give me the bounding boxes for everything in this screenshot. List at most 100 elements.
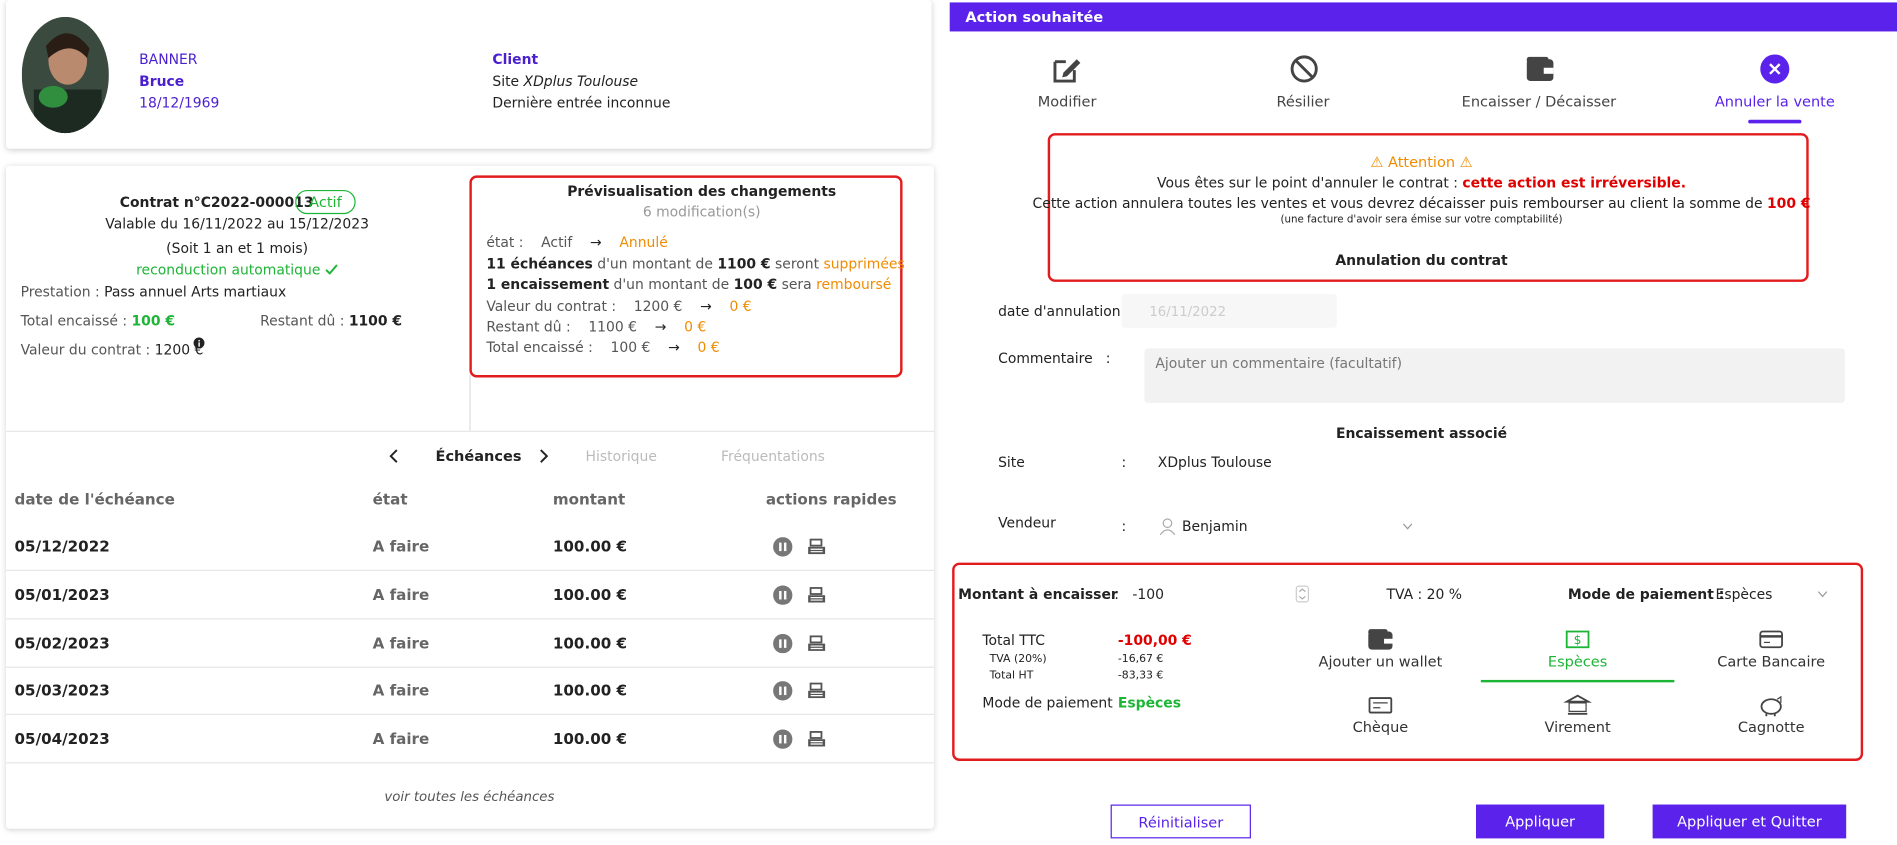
register-icon[interactable] <box>807 586 826 604</box>
action: remboursé <box>816 275 892 293</box>
divider <box>469 375 471 431</box>
row-separator <box>6 569 934 572</box>
pause-icon[interactable] <box>773 681 793 701</box>
payment-method[interactable]: Carte Bancaire <box>1717 653 1826 671</box>
tab[interactable]: Historique <box>585 447 657 465</box>
mode-select[interactable]: Espèces <box>1715 585 1773 603</box>
text: Attention <box>1388 153 1456 171</box>
payment-method[interactable]: Ajouter un wallet <box>1318 653 1443 671</box>
summary-mode: Espèces <box>1117 694 1182 712</box>
register-icon[interactable] <box>807 683 826 700</box>
first-name: Bruce <box>139 72 185 90</box>
preview-refunds: 1 encaissement d'un montant de 100 € ser… <box>486 275 891 294</box>
action[interactable]: Résilier <box>1276 93 1330 111</box>
contract-number: Contrat n°C2022-000013 <box>119 193 314 211</box>
method-icon[interactable]: $ <box>1564 628 1591 652</box>
seller-value[interactable]: Benjamin <box>1181 517 1248 535</box>
payment-method[interactable]: Virement <box>1544 718 1611 736</box>
pause-icon[interactable] <box>773 537 793 557</box>
see-all-link[interactable]: voir toutes les échéances <box>384 788 555 805</box>
total-ttc-label: Total TTC <box>982 631 1045 649</box>
date-input[interactable] <box>1121 293 1337 328</box>
pause-icon[interactable] <box>773 729 793 750</box>
text: Vous êtes sur le point d'annuler le cont… <box>1157 174 1458 192</box>
total-ht-label: Total HT <box>989 670 1034 683</box>
spinner[interactable] <box>1295 585 1310 603</box>
value: 1200 € <box>154 341 204 359</box>
preview-title: Prévisualisation des changements <box>567 182 837 200</box>
info-icon <box>193 337 205 349</box>
method-icon[interactable] <box>1367 693 1394 717</box>
label: Valeur du contrat : <box>486 297 617 315</box>
arrow: → <box>668 338 680 356</box>
preview-state: état : Actif → Annulé <box>486 232 667 251</box>
table-cell: 05/04/2023 <box>14 729 110 748</box>
amount-input[interactable]: -100 <box>1132 585 1164 603</box>
from: 1200 € <box>633 297 683 315</box>
last-entry: Dernière entrée inconnue <box>492 94 671 112</box>
register-icon[interactable] <box>807 731 826 748</box>
table-cell: A faire <box>372 585 430 604</box>
wallet-icon[interactable] <box>1526 56 1555 83</box>
svg-text:$: $ <box>1574 633 1582 647</box>
due: 1100 € <box>348 312 403 330</box>
to: Annulé <box>619 233 668 251</box>
service: Pass annuel Arts martiaux <box>104 283 287 301</box>
payment-method[interactable]: Chèque <box>1352 718 1409 736</box>
table-cell: 05/01/2023 <box>14 585 110 604</box>
void-icon[interactable] <box>1760 54 1790 84</box>
apply-quit-button[interactable]: Appliquer et Quitter <box>1652 804 1847 839</box>
action[interactable]: Modifier <box>1037 93 1097 111</box>
warning-line: Cette action annulera toutes les ventes … <box>1033 194 1811 213</box>
cancel-icon[interactable] <box>1290 54 1319 83</box>
comment-label: Commentaire <box>998 349 1093 367</box>
register-icon[interactable] <box>807 634 826 652</box>
table-cell: 100.00 € <box>552 681 628 700</box>
client-label: Client <box>492 50 539 68</box>
method-icon[interactable] <box>1367 628 1394 652</box>
panel-title: Action souhaitée <box>965 8 1104 26</box>
text: d'un montant de <box>597 255 713 273</box>
table-cell: 05/12/2022 <box>14 537 110 556</box>
summary-mode-label: Mode de paiement <box>982 694 1113 712</box>
table-cell: 100.00 € <box>552 729 628 748</box>
tab[interactable]: Fréquentations <box>721 447 825 465</box>
table-cell: A faire <box>372 537 430 556</box>
pause-icon[interactable] <box>773 633 793 653</box>
payment-method[interactable]: Espèces <box>1547 653 1608 671</box>
amount: 100 € <box>1766 194 1811 212</box>
next-tab[interactable] <box>540 449 550 464</box>
register-icon[interactable] <box>807 538 826 555</box>
tab-active[interactable]: Échéances <box>435 447 522 465</box>
warning-box <box>1047 133 1809 282</box>
table-header: date de l'échéance <box>14 489 175 509</box>
method-icon[interactable] <box>1758 628 1785 652</box>
service-line: Prestation : Pass annuel Arts martiaux <box>21 282 287 301</box>
warning-title: ⚠ Attention ⚠ <box>1370 153 1473 171</box>
table-cell: 100.00 € <box>552 585 628 604</box>
payment-method[interactable]: Cagnotte <box>1737 718 1805 736</box>
table-cell: 100.00 € <box>552 537 628 556</box>
pause-icon[interactable] <box>773 585 793 605</box>
action-active[interactable]: Annuler la vente <box>1714 93 1835 111</box>
check-icon <box>325 264 338 275</box>
apply-button[interactable]: Appliquer <box>1475 804 1605 839</box>
arrow: → <box>654 318 667 336</box>
edit-icon[interactable] <box>1053 54 1082 83</box>
method-icon[interactable] <box>1563 693 1592 717</box>
birth-date: 18/12/1969 <box>139 94 220 112</box>
user-icon <box>1159 518 1176 536</box>
method-icon[interactable] <box>1758 693 1785 717</box>
prev-tab[interactable] <box>388 449 398 464</box>
comment-input[interactable] <box>1144 348 1845 403</box>
from: 1100 € <box>588 318 638 336</box>
reset-button[interactable]: Réinitialiser <box>1110 804 1251 839</box>
row-separator <box>6 666 934 668</box>
table-header: état <box>372 489 408 509</box>
action[interactable]: Encaisser / Décaisser <box>1461 93 1617 111</box>
vat: TVA : 20 % <box>1386 585 1462 603</box>
preview-change: Total encaissé : 100 € → 0 € <box>486 338 719 357</box>
